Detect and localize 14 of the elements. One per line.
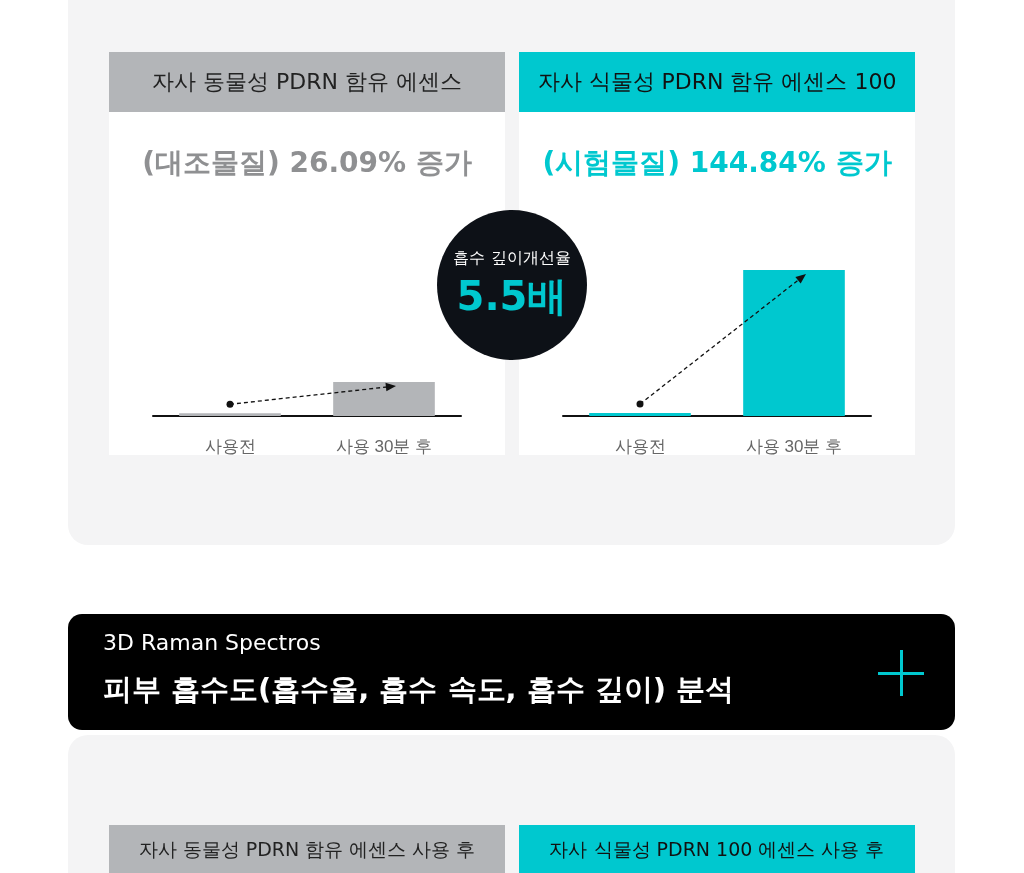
chart-title: 자사 식물성 PDRN 함유 에센스 100	[519, 52, 915, 112]
x-tick-label: 사용 30분 후	[335, 437, 433, 456]
chart-title: 자사 동물성 PDRN 함유 에센스	[109, 52, 505, 112]
x-tick-label: 사용전	[614, 437, 666, 456]
annotation: 5.5배	[455, 272, 569, 321]
x-tick-label: 사용 30분 후	[745, 437, 843, 456]
text: 흡수 깊이개선율	[452, 248, 572, 269]
chart-subtitle: (시험물질) 144.84% 증가	[541, 145, 893, 181]
text: 피부 흡수도(흡수율, 흡수 속도, 흡수 깊이) 분석	[103, 671, 735, 708]
x-tick-label: 사용전	[204, 437, 256, 456]
text: 3D Raman Spectros	[103, 630, 321, 655]
chart-subtitle: (대조물질) 26.09% 증가	[141, 145, 473, 181]
text: 자사 동물성 PDRN 함유 에센스 사용 후	[109, 825, 505, 873]
text: 자사 식물성 PDRN 100 에센스 사용 후	[519, 825, 915, 873]
